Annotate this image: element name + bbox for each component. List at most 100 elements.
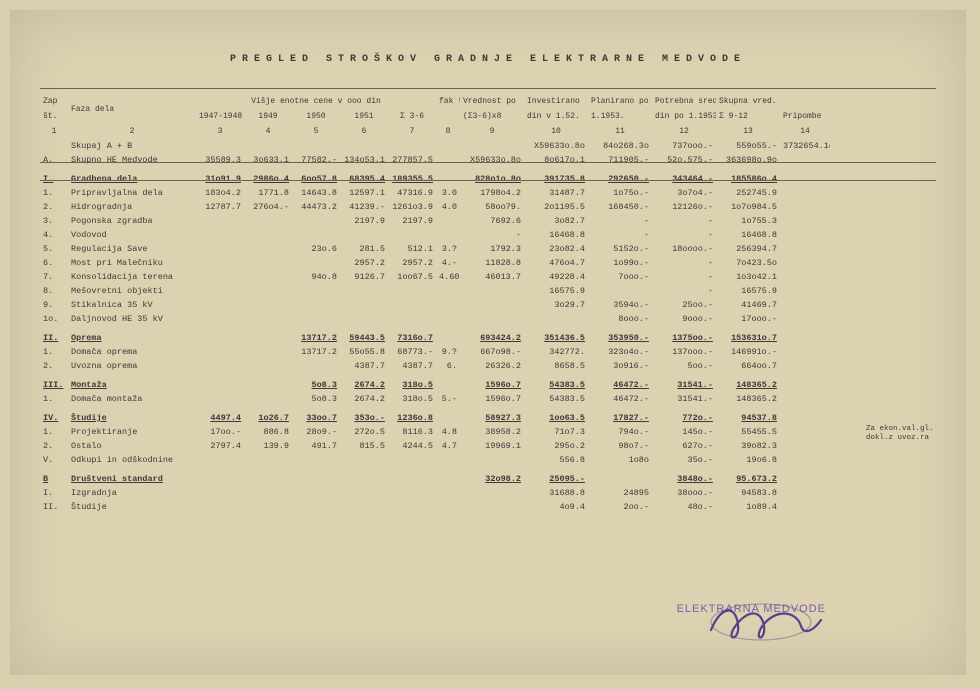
cell: 59443.5 — [340, 326, 388, 345]
cell: 48o.- — [652, 500, 716, 514]
row-name: Odkupi in odškodnine — [68, 453, 196, 467]
cell: 5oo.- — [652, 359, 716, 373]
cell — [244, 359, 292, 373]
cell — [780, 186, 830, 200]
cell: 71o7.3 — [524, 425, 588, 439]
table-row: 9.Stikalnica 35 kV3o29.73594o.-25oo.-414… — [40, 298, 936, 312]
table-wrapper: Zap Faza dela Višje enotne cene v ooo di… — [40, 94, 936, 514]
hdr-y3: 1950 — [292, 109, 340, 124]
cell: 3732654.1o — [780, 139, 830, 153]
cell: 145o.- — [652, 425, 716, 439]
table-row: 1.Domača oprema13717.255o55.868773.-9.?6… — [40, 345, 936, 359]
cell: 1oo63.5 — [524, 406, 588, 425]
row-name: Domača montaža — [68, 392, 196, 406]
cell: 31541.- — [652, 373, 716, 392]
row-name: Regulacija Save — [68, 242, 196, 256]
cell: 556.8 — [524, 453, 588, 467]
cell: 2197.9 — [340, 214, 388, 228]
table-row: 8.Mešovretni objekti16575.9-16575.9 — [40, 284, 936, 298]
table-row: 1.Pripravljalna dela183o4.21771.814643.8… — [40, 186, 936, 200]
cell — [196, 359, 244, 373]
row-index: 8. — [40, 284, 68, 298]
hdr-c12d: din po 1.1953 — [652, 109, 716, 124]
cell: 2oo.- — [588, 500, 652, 514]
cell: - — [588, 228, 652, 242]
row-index: 5. — [40, 242, 68, 256]
cell — [196, 453, 244, 467]
cost-table: Zap Faza dela Višje enotne cene v ooo di… — [40, 94, 936, 514]
rule-mid — [40, 162, 936, 163]
cell — [460, 284, 524, 298]
coln-5: 5 — [292, 124, 340, 139]
cell — [436, 467, 460, 486]
cell — [244, 139, 292, 153]
row-index: 2. — [40, 200, 68, 214]
cell — [340, 500, 388, 514]
cell: 318o.5 — [388, 373, 436, 392]
cell — [436, 312, 460, 326]
cell: 343464.- — [652, 167, 716, 186]
cell — [460, 312, 524, 326]
cell — [388, 298, 436, 312]
cell: 7692.6 — [460, 214, 524, 228]
row-index: V. — [40, 453, 68, 467]
cell — [780, 425, 830, 439]
hdr-c9a: Vrednost po — [460, 94, 524, 109]
coln-14: 14 — [780, 124, 830, 139]
table-row: 3.Pogonska zgradba2197.92197.97692.63o82… — [40, 214, 936, 228]
hdr-c10d: din v 1.52. — [524, 109, 588, 124]
cell: 41469.7 — [716, 298, 780, 312]
cell — [196, 326, 244, 345]
cell: 7o423.5o — [716, 256, 780, 270]
cell — [780, 500, 830, 514]
row-index: 4. — [40, 228, 68, 242]
cell: 146991o.- — [716, 345, 780, 359]
cell: 13717.2 — [292, 326, 340, 345]
row-index: 9. — [40, 298, 68, 312]
cell — [340, 467, 388, 486]
cell: 35o.- — [652, 453, 716, 467]
row-name: Pripravljalna dela — [68, 186, 196, 200]
hdr-y4: 1951 — [340, 109, 388, 124]
cell — [588, 284, 652, 298]
cell — [196, 139, 244, 153]
cell — [196, 312, 244, 326]
hdr-c13d: Σ 9-12 — [716, 109, 780, 124]
cell: 281.5 — [340, 242, 388, 256]
cell: 5o8.3 — [292, 373, 340, 392]
cell: 8658.5 — [524, 359, 588, 373]
cell — [436, 406, 460, 425]
cell: 1596o.7 — [460, 373, 524, 392]
cell: 25095.- — [524, 467, 588, 486]
cell: 295o.2 — [524, 439, 588, 453]
cell: 137ooo.- — [652, 345, 716, 359]
cell: 31o91.9 — [196, 167, 244, 186]
cell: X59633o.8o — [524, 139, 588, 153]
cell — [292, 312, 340, 326]
cell — [780, 359, 830, 373]
cell: 627o.- — [652, 439, 716, 453]
cell: 16575.9 — [524, 284, 588, 298]
table-row: A.Skupno HE Medvode35589.33o633.177582.-… — [40, 153, 936, 167]
row-name: Montaža — [68, 373, 196, 392]
row-name: Študije — [68, 500, 196, 514]
cell: 323o4o.- — [588, 345, 652, 359]
cell — [780, 312, 830, 326]
cell — [244, 312, 292, 326]
table-row: Skupaj A + BX59633o.8o84o268.3o737ooo.-5… — [40, 139, 936, 153]
cell — [436, 214, 460, 228]
cell: 6oo57.8 — [292, 167, 340, 186]
table-row: BDruštveni standard32o98.225095.-3848o.-… — [40, 467, 936, 486]
cell — [460, 453, 524, 467]
coln-9: 9 — [460, 124, 524, 139]
cell — [780, 228, 830, 242]
cell: 4.60 — [436, 270, 460, 284]
cell: 12787.7 — [196, 200, 244, 214]
cell: 1771.8 — [244, 186, 292, 200]
cell: 26326.2 — [460, 359, 524, 373]
row-name: Pogonska zgradba — [68, 214, 196, 228]
table-row: II.Oprema13717.259443.57316o.7693424.235… — [40, 326, 936, 345]
cell — [780, 167, 830, 186]
cell: 2674.2 — [340, 392, 388, 406]
row-name: Projektiranje — [68, 425, 196, 439]
